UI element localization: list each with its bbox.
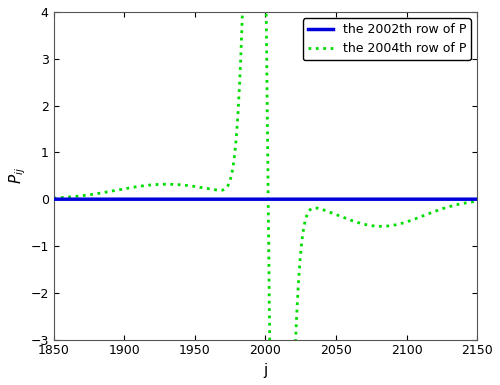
the 2004th row of P — [399, 221, 405, 226]
the 2002th row of P — [399, 197, 405, 201]
the 2004th row of P — [367, 223, 373, 228]
X-axis label: j: j — [263, 363, 268, 378]
the 2004th row of P — [128, 186, 134, 190]
the 2002th row of P — [304, 197, 310, 201]
Line: the 2004th row of P: the 2004th row of P — [54, 0, 477, 385]
the 2002th row of P — [212, 197, 218, 201]
Y-axis label: $P_{ij}$: $P_{ij}$ — [7, 167, 28, 184]
the 2002th row of P — [50, 197, 56, 201]
the 2004th row of P — [305, 211, 311, 216]
the 2002th row of P — [128, 197, 134, 201]
the 2004th row of P — [212, 187, 218, 192]
the 2002th row of P — [326, 197, 332, 201]
the 2004th row of P — [326, 209, 332, 214]
the 2002th row of P — [366, 197, 372, 201]
the 2004th row of P — [50, 196, 56, 201]
the 2002th row of P — [474, 197, 480, 201]
Legend: the 2002th row of P, the 2004th row of P: the 2002th row of P, the 2004th row of P — [302, 18, 471, 60]
the 2004th row of P — [474, 199, 480, 204]
